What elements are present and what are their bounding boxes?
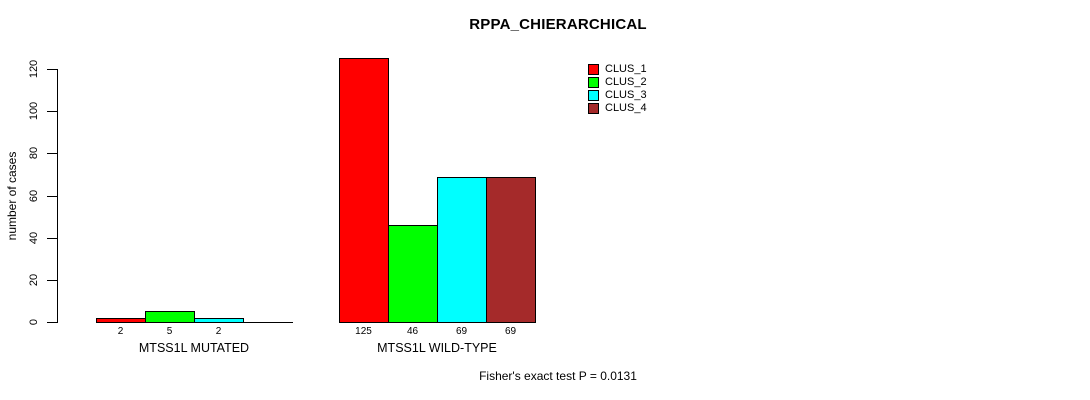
legend-swatch-icon <box>588 103 599 114</box>
bar-value-label: 5 <box>166 326 173 337</box>
legend-swatch-icon <box>588 90 599 101</box>
y-axis-tick <box>47 111 57 112</box>
bar-value-label: 69 <box>455 326 468 337</box>
bar-value-label: 125 <box>355 326 372 337</box>
y-tick-label: 100 <box>28 101 40 121</box>
bar-CLUS_3-group2 <box>437 177 487 323</box>
x-category-label: MTSS1L MUTATED <box>138 341 250 355</box>
x-category-label: MTSS1L WILD-TYPE <box>377 341 497 355</box>
bar-CLUS_4-group2 <box>486 177 536 323</box>
y-tick-label: 120 <box>28 59 40 79</box>
legend-label: CLUS_1 <box>605 63 647 75</box>
y-axis-tick <box>47 196 57 197</box>
y-tick-label: 20 <box>28 273 40 287</box>
legend-label: CLUS_3 <box>605 89 647 101</box>
y-tick-label: 80 <box>28 146 40 160</box>
legend-swatch-icon <box>588 77 599 88</box>
bar-value-label: 69 <box>504 326 517 337</box>
y-tick-label: 0 <box>28 318 40 326</box>
bar-value-label: 2 <box>117 326 124 337</box>
y-axis-tick <box>47 280 57 281</box>
legend-label: CLUS_4 <box>605 102 647 114</box>
stats-annotation: Fisher's exact test P = 0.0131 <box>479 369 637 383</box>
chart-title: RPPA_CHIERARCHICAL <box>469 16 647 33</box>
y-axis-title: number of cases <box>5 151 19 241</box>
y-axis-tick <box>47 238 57 239</box>
bar-CLUS_1-group2 <box>339 58 389 323</box>
bar-CLUS_2-group1 <box>145 311 195 323</box>
bar-value-label: 2 <box>215 326 222 337</box>
y-axis-tick <box>47 69 57 70</box>
y-tick-label: 60 <box>28 189 40 203</box>
bar-CLUS_2-group2 <box>388 225 438 323</box>
bar-CLUS_1-group1 <box>96 318 146 323</box>
bar-value-label: 46 <box>406 326 419 337</box>
y-tick-label: 40 <box>28 231 40 245</box>
legend-swatch-icon <box>588 64 599 75</box>
y-axis-tick <box>47 153 57 154</box>
bar-CLUS_3-group1 <box>194 318 244 323</box>
y-axis-line <box>57 69 58 323</box>
legend-label: CLUS_2 <box>605 76 647 88</box>
y-axis-tick <box>47 322 57 323</box>
